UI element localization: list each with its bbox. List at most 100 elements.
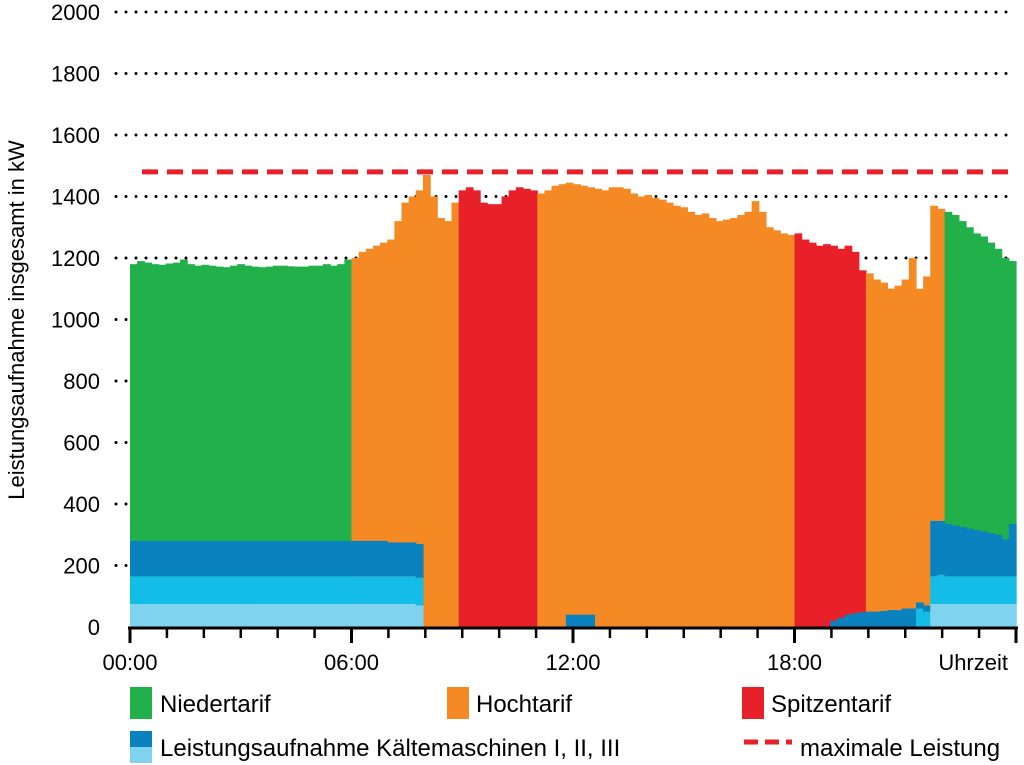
chiller-mid-bar-11 (208, 576, 217, 604)
chiller-light-bar-22 (287, 603, 295, 627)
chiller-dark-bar-114 (944, 523, 953, 577)
bar-84 (730, 218, 738, 627)
bar-33 (365, 248, 374, 627)
bar-35 (380, 242, 388, 627)
chiller-mid-bar-17 (251, 576, 260, 604)
bar-47 (465, 187, 474, 627)
chiller-dark-bar-7 (180, 540, 188, 577)
chiller-dark-bar-30 (344, 540, 353, 577)
legend-label-max_line: maximale Leistung (800, 735, 1000, 762)
chiller-dark-bar-31 (351, 540, 360, 577)
chiller-mid-bar-39 (408, 576, 417, 604)
bar-85 (737, 214, 746, 627)
chiller-mid-bar-23 (294, 576, 303, 604)
chiller-dark-bar-19 (265, 540, 274, 577)
chiller-dark-bar-103 (865, 611, 874, 627)
chiller-mid-bar-119 (980, 576, 989, 604)
bar-38 (401, 202, 410, 627)
bar-64 (587, 187, 596, 627)
bar-36 (387, 239, 395, 628)
chiller-dark-bar-107 (894, 610, 903, 627)
chiller-light-bar-21 (280, 603, 288, 627)
chiller-light-bar-13 (222, 603, 231, 627)
chiller-mid-bar-22 (287, 576, 295, 604)
bar-112 (930, 205, 939, 627)
chiller-dark-bar-120 (987, 533, 996, 577)
chiller-dark-bar-12 (215, 540, 224, 577)
chiller-dark-bar-108 (901, 608, 910, 627)
chiller-dark-bar-109 (908, 608, 917, 627)
chiller-mid-bar-24 (301, 576, 310, 604)
chiller-light-bar-19 (265, 603, 274, 627)
bar-89 (765, 227, 774, 627)
chiller-dark-bar-98 (830, 620, 838, 627)
bar-61 (565, 182, 574, 627)
y-tick-label-1200: 1200 (51, 246, 100, 271)
chiller-light-bar-9 (194, 603, 203, 627)
bar-0 (130, 264, 138, 627)
legend-swatch-chiller-dark (130, 731, 152, 747)
chiller-dark-bar-26 (315, 540, 324, 577)
bar-114 (944, 211, 953, 627)
bar-80 (701, 213, 710, 627)
bar-120 (987, 242, 996, 627)
chiller-light-bar-0 (130, 603, 138, 627)
bar-98 (830, 245, 838, 627)
chiller-dark-bar-106 (887, 610, 896, 627)
x-axis-label: Uhrzeit (938, 650, 1008, 675)
chiller-light-bar-26 (315, 603, 324, 627)
chiller-dark-bar-29 (337, 540, 345, 577)
bar-69 (623, 188, 631, 627)
chiller-dark-bar-17 (251, 540, 260, 577)
bar-1 (137, 261, 145, 627)
chiller-mid-bar-15 (237, 576, 245, 604)
bar-25 (308, 265, 317, 627)
chiller-dark-bar-110 (915, 602, 924, 609)
bar-53 (508, 190, 517, 627)
chiller-mid-bar-10 (201, 576, 210, 604)
chiller-dark-bar-105 (880, 611, 888, 627)
x-tick-label-1: 06:00 (324, 650, 379, 675)
chiller-light-bar-116 (958, 603, 967, 627)
y-tick-label-0: 0 (88, 615, 100, 640)
bar-94 (801, 239, 810, 628)
chiller-mid-bar-32 (358, 576, 367, 604)
chiller-mid-bar-4 (158, 576, 167, 604)
chiller-light-bar-114 (944, 603, 953, 627)
chiller-mid-bar-123 (1008, 576, 1017, 604)
bar-107 (894, 285, 903, 627)
y-tick-label-1000: 1000 (51, 308, 100, 333)
chiller-light-bar-36 (387, 603, 395, 627)
chiller-light-bar-12 (215, 603, 224, 627)
chiller-light-bar-35 (380, 603, 388, 627)
chiller-mid-bar-1 (137, 576, 145, 604)
bar-16 (244, 265, 253, 627)
chiller-mid-bar-33 (365, 576, 374, 604)
chiller-mid-bar-121 (994, 576, 1003, 604)
bar-70 (630, 193, 638, 628)
bar-77 (680, 207, 688, 627)
chiller-mid-bar-113 (937, 574, 946, 604)
chiller-light-bar-16 (244, 603, 253, 627)
bar-37 (394, 221, 403, 627)
legend: Niedertarif Hochtarif Spitzentarif Leistung… (130, 687, 1000, 763)
chiller-dark-bar-102 (858, 612, 867, 627)
chiller-dark-bar-112 (930, 520, 939, 577)
chiller-light-bar-14 (230, 603, 238, 627)
chiller-dark-bar-38 (401, 542, 410, 577)
bar-78 (687, 211, 696, 627)
chiller-light-bar-7 (180, 603, 188, 627)
chiller-mid-bar-9 (194, 576, 203, 604)
y-axis-label: Leistungsaufnahme insgesamt in kW (4, 140, 29, 500)
bar-72 (644, 194, 653, 627)
chiller-dark-bar-9 (194, 540, 203, 577)
bar-87 (751, 201, 760, 628)
bar-73 (651, 198, 660, 627)
bar-17 (251, 266, 260, 627)
bar-31 (351, 258, 360, 627)
chiller-dark-bar-122 (1001, 539, 1010, 577)
bar-91 (780, 233, 788, 627)
chiller-dark-bar-6 (172, 540, 181, 577)
bar-15 (237, 264, 245, 627)
chiller-mid-bar-112 (930, 576, 939, 604)
